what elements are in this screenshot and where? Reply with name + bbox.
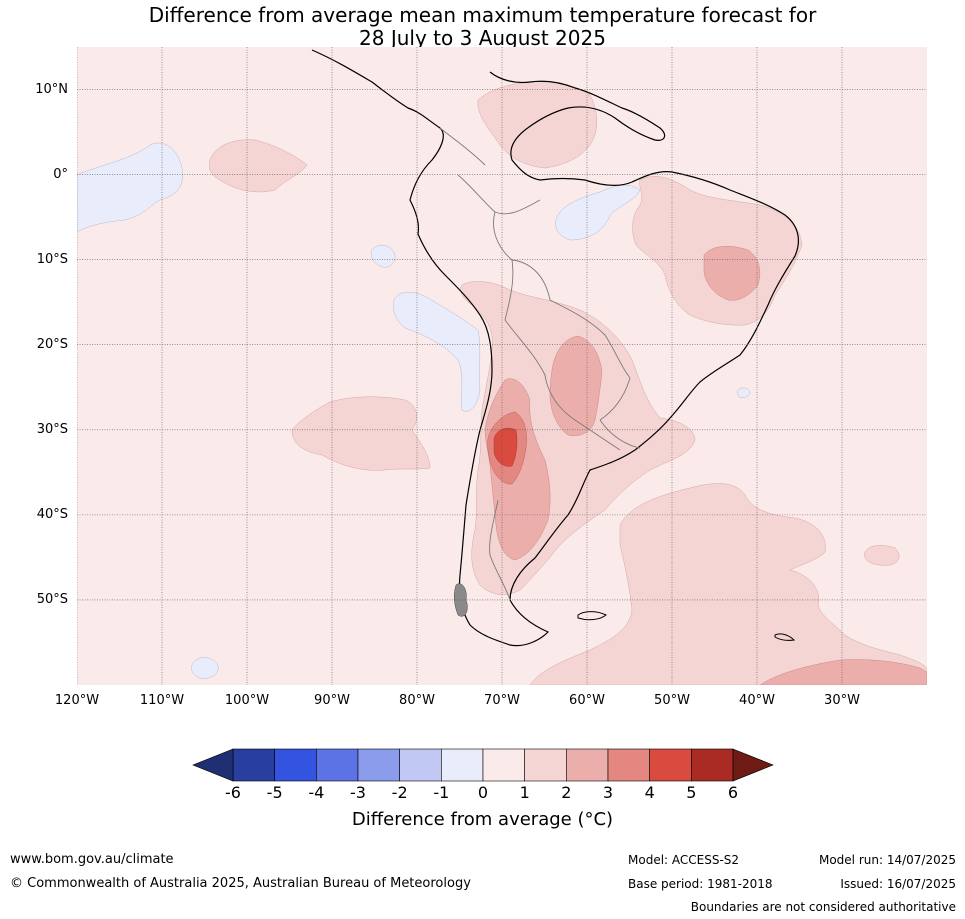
contour-warm1-atlantic-small — [863, 545, 900, 566]
footer-copyright: © Commonwealth of Australia 2025, Austra… — [10, 876, 471, 891]
colorbar-tick-label: 6 — [727, 783, 739, 802]
contour-cool-peru — [393, 292, 481, 412]
colorbar-tick-label: 0 — [477, 783, 489, 802]
longitude-label: 30°W — [824, 693, 860, 708]
contour-cool-southwest — [191, 657, 219, 679]
contour-cool-amazon — [555, 185, 641, 241]
colorbar-box — [232, 748, 275, 782]
colorbar-tick-label: 3 — [602, 783, 614, 802]
latitude-label: 40°S — [36, 506, 68, 522]
footer-base-period: Base period: 1981-2018 — [628, 877, 773, 891]
longitude-label: 60°W — [569, 693, 605, 708]
contour-cool-atlantic — [736, 387, 751, 399]
border-lines — [439, 127, 641, 601]
longitude-label: 50°W — [654, 693, 690, 708]
colorbar-tick-label: -2 — [391, 783, 408, 802]
latitude-label: 50°S — [36, 591, 68, 607]
chile-archipelago — [454, 583, 468, 617]
latitude-label: 20°S — [36, 336, 68, 352]
footer-model: Model: ACCESS-S2 — [628, 853, 740, 867]
footer-website[interactable]: www.bom.gov.au/climate — [10, 852, 174, 867]
colorbar-box — [274, 748, 317, 782]
longitude-label: 80°W — [399, 693, 435, 708]
longitude-label: 120°W — [54, 693, 100, 708]
footer-issued: Issued: 16/07/2025 — [840, 877, 956, 891]
colorbar-tick-label: 5 — [686, 783, 697, 802]
title-line-1: Difference from average mean maximum tem… — [148, 3, 817, 27]
colorbar-label: Difference from average (°C) — [351, 809, 614, 830]
colorbar-box — [691, 748, 734, 782]
title-line-2: 28 July to 3 August 2025 — [359, 26, 606, 50]
contour-warm4-andes — [493, 427, 518, 467]
colorbar-tick-label: 4 — [644, 783, 655, 802]
forecast-map — [77, 47, 927, 685]
latitude-label: 10°S — [36, 251, 68, 267]
contour-cool-galapagos — [371, 244, 396, 268]
footer-disclaimer: Boundaries are not considered authoritat… — [690, 900, 956, 914]
colorbar-tick-label: -5 — [266, 783, 283, 802]
contour-warm2-south-atlantic — [759, 659, 927, 685]
colorbar-box — [482, 748, 525, 782]
longitude-label: 70°W — [484, 693, 520, 708]
contour-warm1-south-atlantic — [529, 483, 927, 685]
latitude-label: 30°S — [36, 421, 68, 437]
longitude-label: 110°W — [139, 693, 185, 708]
anomaly-contours — [77, 47, 927, 685]
colorbar-tick-label: -6 — [225, 783, 241, 802]
footer-model-run: Model run: 14/07/2025 — [818, 853, 956, 867]
colorbar-tick-label: -3 — [350, 783, 366, 802]
coastline-south-america — [311, 49, 799, 647]
latitude-label: 10°N — [35, 81, 68, 97]
contour-warm1-pacific-north — [209, 139, 308, 193]
colorbar-tick-label: 1 — [519, 783, 530, 802]
map-title: Difference from average mean maximum tem… — [0, 4, 965, 50]
island-south-georgia — [774, 633, 796, 641]
colorbar-over-arrow — [732, 748, 774, 782]
colorbar-box — [649, 748, 692, 782]
longitude-label: 40°W — [739, 693, 775, 708]
colorbar-box — [566, 748, 609, 782]
colorbar-box — [441, 748, 484, 782]
colorbar-box — [316, 748, 359, 782]
longitude-label: 90°W — [314, 693, 350, 708]
colorbar-under-arrow — [192, 748, 234, 782]
colorbar-box — [524, 748, 567, 782]
contour-warm1-pacific-south — [291, 396, 431, 471]
latitude-label: 0° — [53, 166, 68, 182]
colorbar-box — [607, 748, 650, 782]
colorbar-tick-label: -4 — [308, 783, 325, 802]
island-falklands — [577, 611, 607, 621]
colorbar-box — [399, 748, 442, 782]
contour-cool-pacific-west — [77, 142, 183, 233]
longitude-label: 100°W — [224, 693, 270, 708]
colorbar-tick-label: 2 — [561, 783, 572, 802]
colorbar-tick-label: -1 — [433, 783, 450, 802]
colorbar-box — [357, 748, 400, 782]
graticule — [77, 47, 927, 685]
